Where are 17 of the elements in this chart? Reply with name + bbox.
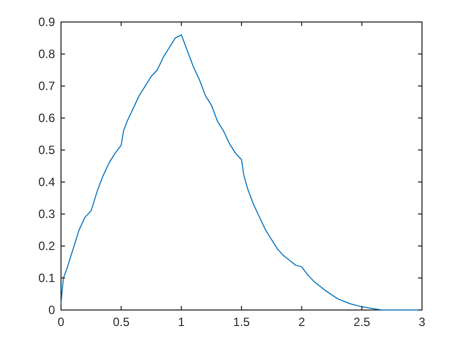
y-tick-label: 0.2 xyxy=(38,239,56,253)
x-tick-label: 2.5 xyxy=(353,315,370,329)
x-tick-label: 3 xyxy=(418,315,426,329)
x-tick-label: 0 xyxy=(58,315,65,329)
x-tick-label: 2 xyxy=(298,315,306,329)
y-tick-label: 0.5 xyxy=(38,143,56,157)
y-tick-label: 0.6 xyxy=(38,111,56,125)
y-tick-label: 0.8 xyxy=(38,47,56,61)
y-tick-label: 0 xyxy=(48,303,56,317)
y-tick-label: 0.1 xyxy=(38,271,56,285)
y-tick-label: 0.9 xyxy=(38,15,56,29)
x-tick-label: 0.5 xyxy=(112,315,130,329)
x-tick-label: 1 xyxy=(178,315,185,329)
y-tick-label: 0.7 xyxy=(38,79,56,93)
x-tick-label: 1.5 xyxy=(233,315,250,329)
y-tick-label: 0.4 xyxy=(38,175,56,189)
y-tick-label: 0.3 xyxy=(38,207,56,221)
